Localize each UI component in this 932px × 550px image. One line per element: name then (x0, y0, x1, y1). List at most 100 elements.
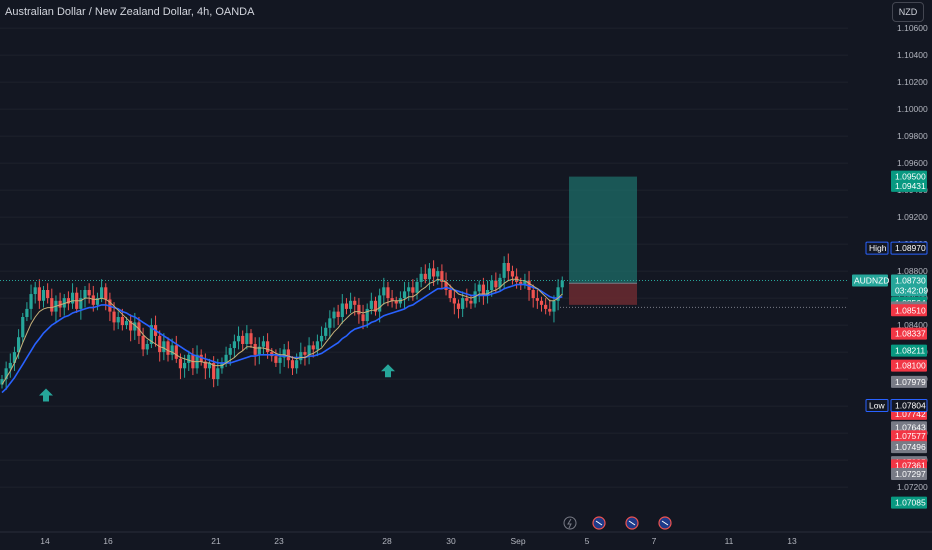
candle-body (303, 352, 307, 355)
candle-body (236, 335, 241, 342)
candle-body (21, 317, 25, 338)
candle-body (324, 327, 328, 336)
candle-body (336, 311, 340, 317)
time-tick-label: 11 (725, 536, 734, 546)
candle-body (0, 379, 4, 385)
stop-loss-zone (569, 283, 637, 305)
candle-body (290, 360, 295, 369)
candle-body (25, 308, 29, 317)
candlestick-series (0, 253, 564, 390)
candle-body (560, 280, 564, 288)
candle-body (232, 341, 236, 349)
candle-body (523, 280, 527, 285)
candle-body (461, 298, 465, 309)
candle-body (411, 287, 415, 293)
symbol-tag: AUDNZD (854, 276, 889, 286)
price-tag: 1.07361 (895, 460, 926, 470)
price-tick-label: 1.10200 (897, 77, 928, 87)
time-axis[interactable]: 14 16 21 23 28 30 Sep 5 7 11 13 (0, 531, 932, 546)
candle-body (494, 280, 498, 288)
candle-body (548, 308, 552, 312)
low-label-bg (865, 399, 889, 413)
candle-body (485, 290, 490, 296)
currency-button[interactable]: NZD (892, 2, 924, 22)
candle-body (261, 341, 266, 347)
current-price-tag: 1.08730 (895, 276, 926, 286)
price-tag-bg (891, 468, 927, 481)
candle-body (4, 368, 8, 380)
candle-body (353, 300, 357, 305)
candle-body (427, 268, 432, 280)
candle-body (311, 345, 315, 350)
price-tag-bg (891, 496, 927, 509)
candle-body (149, 325, 153, 344)
candle-body (170, 345, 174, 355)
candle-body (552, 300, 556, 312)
price-tick-label: 1.08400 (897, 320, 928, 330)
candle-body (12, 352, 17, 363)
price-tick-label: 1.10400 (897, 50, 928, 60)
candle-body (315, 341, 319, 350)
event-icons[interactable] (563, 516, 672, 530)
price-tag: 1.07085 (895, 498, 926, 508)
signal-arrows (39, 364, 395, 402)
flag-cross-icon (595, 520, 603, 526)
buy-arrow-icon (381, 364, 395, 378)
candle-body (58, 300, 62, 308)
candle-body (104, 287, 108, 300)
time-tick-label: 13 (787, 536, 797, 546)
candle-body (249, 333, 253, 344)
current-price-tag-bg (891, 274, 927, 297)
price-tag: 1.08100 (895, 361, 926, 371)
time-tick-label: 14 (40, 536, 50, 546)
candle-body (407, 287, 411, 292)
symbol-tag-bg (852, 274, 888, 287)
candle-body (299, 352, 303, 361)
high-value: 1.08970 (895, 243, 926, 253)
candle-body (369, 300, 373, 309)
candle-body (183, 362, 187, 369)
take-profit-zone (569, 176, 637, 284)
candle-body (444, 281, 448, 290)
candle-body (212, 362, 216, 380)
buy-arrow-icon (39, 388, 53, 402)
candle-body (228, 348, 232, 355)
candle-body (382, 287, 386, 296)
candle-body (539, 300, 544, 305)
candle-body (415, 281, 419, 293)
candle-body (116, 317, 120, 323)
time-tick-label: 16 (103, 536, 113, 546)
candle-body (448, 290, 452, 299)
candle-body (241, 335, 245, 344)
candle-body (95, 298, 100, 305)
candle-body (266, 341, 270, 353)
candle-body (544, 304, 548, 309)
price-tag-bg (891, 170, 927, 183)
high-label-bg (865, 241, 889, 255)
long-position-zones[interactable] (569, 176, 637, 305)
candle-body (41, 290, 46, 301)
time-tick-label: 21 (211, 536, 221, 546)
candle-body (510, 271, 515, 277)
candle-body (112, 311, 116, 323)
lightning-event-icon (563, 516, 577, 530)
price-tag: 1.08211 (895, 346, 925, 356)
candle-body (473, 291, 477, 304)
ma-slow-line (1, 283, 563, 394)
price-axis[interactable]: 1.10600 1.10400 1.10200 1.10000 1.09800 1.096… (848, 0, 932, 550)
candle-body (535, 298, 539, 301)
grid-lines (0, 27, 848, 488)
candle-body (349, 300, 353, 309)
price-tick-label: 1.07200 (897, 482, 928, 492)
candle-body (423, 273, 427, 280)
candle-body (519, 281, 523, 285)
candle-body (419, 273, 423, 282)
candle-body (556, 287, 560, 301)
lightning-glyph-icon (567, 518, 572, 529)
candle-body (319, 335, 324, 342)
time-tick-label: 7 (652, 536, 657, 546)
candle-body (469, 300, 473, 304)
price-tick-label: 1.08800 (897, 266, 928, 276)
candle-body (79, 298, 83, 309)
